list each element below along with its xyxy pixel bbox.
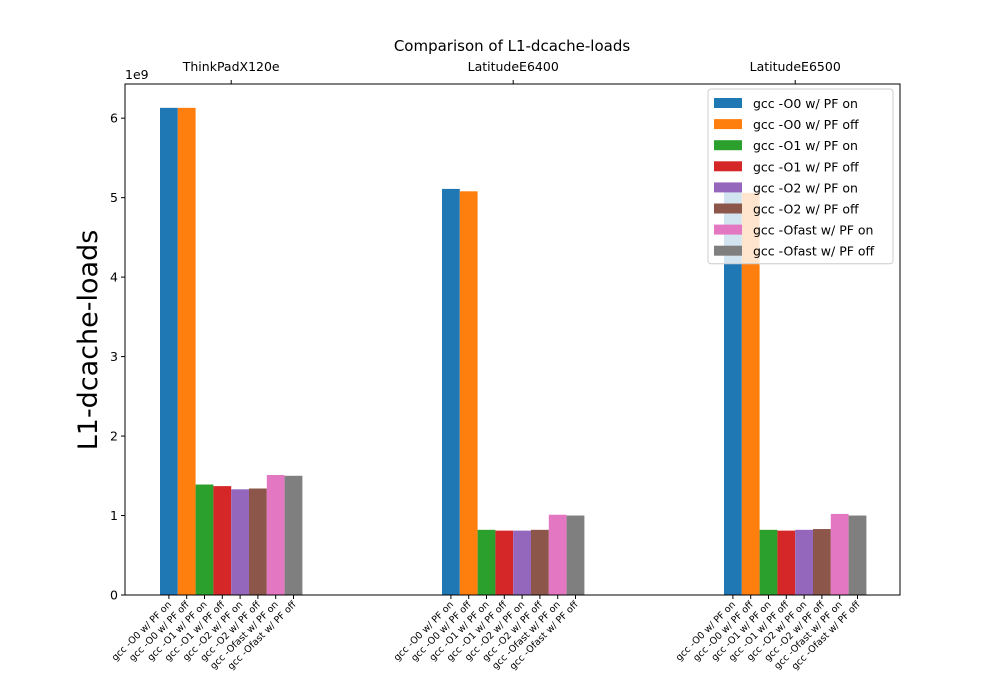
y-tick-label: 2 [110,429,118,444]
legend-swatch [714,182,742,193]
bar [213,486,232,595]
y-tick-label: 3 [110,349,118,364]
bar [741,192,760,595]
legend-swatch [714,224,742,235]
bar [459,191,478,596]
bar [177,107,196,595]
chart-title: Comparison of L1-dcache-loads [394,37,631,55]
group-label: LatitudeE6500 [750,59,841,74]
legend-entry: gcc -O2 w/ PF off [753,202,859,217]
bar [477,529,496,595]
bar [284,475,303,595]
legend-entry: gcc -O1 w/ PF on [753,138,858,153]
legend-swatch [714,203,742,214]
legend-swatch [714,140,742,151]
y-tick-label: 1 [110,508,118,523]
bar [160,107,178,595]
legend: gcc -O0 w/ PF on gcc -O0 w/ PF off gcc -O1… [707,88,894,265]
y-axis-label: L1-dcache-loads [73,230,104,451]
y-scale-label: 1e9 [125,67,149,82]
bar [195,484,214,595]
legend-swatch [714,98,742,108]
bar [566,515,585,595]
bar [830,513,849,595]
group-label: ThinkPadX120e [182,59,280,74]
legend-entry: gcc -O2 w/ PF on [753,180,858,195]
bar [724,192,742,595]
bar [266,475,285,595]
legend-swatch [714,161,742,172]
bar [513,530,531,595]
bar [848,515,867,595]
bar [531,529,549,595]
y-tick-label: 0 [110,588,118,603]
bar [442,188,460,595]
y-tick-label: 6 [110,111,118,126]
legend-box [707,88,894,265]
legend-swatch [714,245,742,256]
bar [548,514,567,595]
legend-swatch [714,119,742,130]
legend-entry: gcc -O1 w/ PF off [753,159,859,174]
legend-entry: gcc -Ofast w/ PF on [753,223,873,238]
bar [495,530,514,595]
y-tick-label: 4 [110,270,118,285]
bar [231,489,249,595]
legend-entry: gcc -Ofast w/ PF off [753,244,875,259]
y-tick-label: 5 [110,190,118,205]
bar [777,530,796,595]
group-label: LatitudeE6400 [468,59,559,74]
legend-entry: gcc -O0 w/ PF on [753,96,858,111]
bar [795,529,813,595]
bar [813,529,831,595]
bar [249,488,267,595]
legend-entry: gcc -O0 w/ PF off [753,117,859,132]
plot-frame [124,83,901,596]
bar [759,529,778,595]
